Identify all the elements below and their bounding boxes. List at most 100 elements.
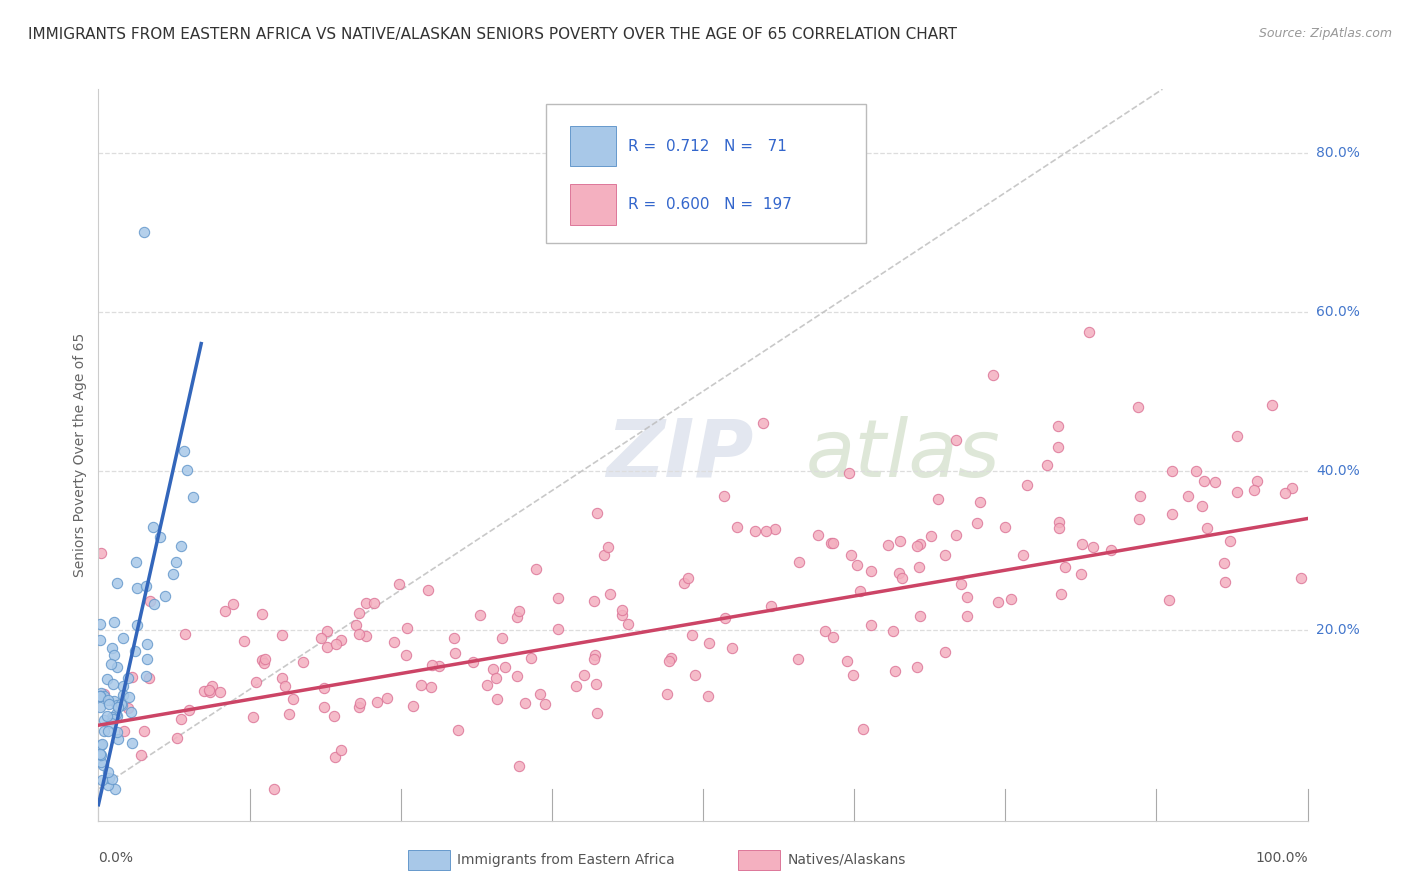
Point: [242, 709, 264, 723]
Point: [714, 610, 737, 624]
Point: [90, 738, 112, 752]
Point: [89, 700, 111, 714]
Point: [347, 627, 370, 641]
Text: 20.0%: 20.0%: [1316, 623, 1360, 637]
Point: [889, 534, 911, 549]
Point: [839, 548, 862, 562]
Point: [129, 747, 152, 762]
Point: [89, 616, 111, 631]
Point: [176, 463, 198, 477]
Point: [96, 709, 118, 723]
Point: [1226, 485, 1249, 500]
Point: [382, 635, 405, 649]
Point: [1035, 458, 1057, 472]
Point: [444, 646, 467, 660]
Point: [1081, 541, 1104, 555]
Point: [366, 695, 388, 709]
Point: [135, 579, 157, 593]
Point: [443, 631, 465, 645]
Point: [142, 519, 165, 533]
Point: [585, 677, 607, 691]
Text: IMMIGRANTS FROM EASTERN AFRICA VS NATIVE/ALASKAN SENIORS POVERTY OVER THE AGE OF: IMMIGRANTS FROM EASTERN AFRICA VS NATIVE…: [28, 27, 957, 42]
Point: [100, 710, 122, 724]
Point: [506, 669, 529, 683]
Point: [100, 772, 122, 787]
Point: [583, 593, 606, 607]
Point: [1071, 537, 1094, 551]
Point: [529, 687, 551, 701]
Point: [1161, 464, 1184, 478]
Text: 60.0%: 60.0%: [1316, 305, 1360, 318]
Point: [169, 539, 191, 553]
Point: [112, 688, 135, 702]
Point: [110, 698, 132, 712]
Point: [111, 679, 134, 693]
Point: [981, 368, 1004, 383]
Point: [876, 538, 898, 552]
Point: [481, 662, 503, 676]
Point: [1099, 542, 1122, 557]
Point: [100, 657, 122, 671]
Point: [135, 652, 157, 666]
Point: [316, 624, 339, 638]
Point: [1047, 521, 1070, 535]
Point: [198, 683, 221, 698]
Point: [388, 576, 411, 591]
Point: [475, 678, 498, 692]
Text: Source: ZipAtlas.com: Source: ZipAtlas.com: [1258, 27, 1392, 40]
Point: [1191, 500, 1213, 514]
Point: [956, 609, 979, 624]
Point: [484, 671, 506, 685]
Point: [135, 637, 157, 651]
Point: [97, 693, 120, 707]
Point: [125, 618, 148, 632]
Point: [117, 700, 139, 714]
Point: [565, 680, 588, 694]
Point: [1177, 489, 1199, 503]
Point: [97, 723, 120, 738]
Point: [860, 564, 883, 578]
Point: [920, 529, 942, 543]
Point: [508, 759, 530, 773]
Point: [1070, 566, 1092, 581]
Point: [135, 669, 157, 683]
Point: [681, 627, 703, 641]
Point: [672, 576, 695, 591]
FancyBboxPatch shape: [546, 103, 866, 243]
Point: [721, 640, 744, 655]
Point: [1047, 515, 1070, 529]
Point: [103, 615, 125, 629]
Point: [1219, 534, 1241, 549]
Point: [138, 672, 160, 686]
Point: [966, 516, 988, 530]
Point: [945, 434, 967, 448]
Point: [596, 540, 619, 554]
Point: [524, 562, 547, 576]
Point: [90, 737, 112, 751]
Point: [1128, 512, 1150, 526]
Point: [1213, 556, 1236, 570]
Text: R =  0.712   N =   71: R = 0.712 N = 71: [628, 139, 787, 153]
Point: [347, 606, 370, 620]
Point: [98, 771, 121, 785]
Text: 100.0%: 100.0%: [1256, 851, 1308, 865]
Point: [142, 598, 165, 612]
Point: [655, 687, 678, 701]
Point: [1213, 574, 1236, 589]
Point: [755, 524, 778, 539]
Point: [610, 603, 633, 617]
Text: ZIP: ZIP: [606, 416, 754, 494]
Point: [547, 591, 569, 605]
Point: [245, 675, 267, 690]
Point: [93, 689, 115, 703]
Point: [214, 604, 236, 618]
Point: [547, 622, 569, 636]
Point: [105, 698, 128, 713]
Point: [887, 566, 910, 580]
Point: [274, 679, 297, 693]
Point: [90, 747, 112, 762]
Point: [420, 658, 443, 673]
Point: [89, 632, 111, 647]
Point: [574, 668, 596, 682]
FancyBboxPatch shape: [569, 185, 616, 225]
